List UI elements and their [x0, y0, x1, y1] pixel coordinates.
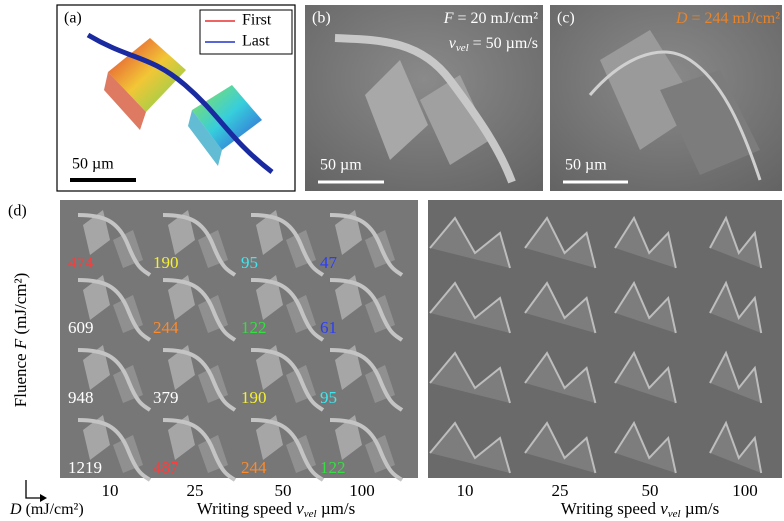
column-label: 100: [732, 481, 758, 500]
column-label: 50: [642, 481, 659, 500]
row-label: 8: [41, 236, 58, 244]
dose-value: 122: [320, 458, 346, 477]
dose-value: 244: [153, 318, 179, 337]
legend-label: Last: [242, 33, 270, 50]
dose-value: 122: [241, 318, 267, 337]
text: Writing speed: [197, 499, 296, 518]
dose-value: 609: [68, 318, 94, 337]
column-label: 10: [102, 481, 119, 500]
column-label: 25: [187, 481, 204, 500]
dose-value: 487: [153, 458, 179, 477]
text: Writing speed: [561, 499, 660, 518]
fluence-label: F = 20 mJ/cm²: [443, 10, 538, 27]
scale-bar-label: 50 µm: [320, 157, 362, 174]
symbol: D: [675, 10, 688, 27]
panel-c: (c) D = 244 mJ/cm² 50 µm: [550, 5, 782, 191]
x-axis-label: Writing speed vvel µm/s: [561, 499, 719, 520]
dose-value: 1219: [68, 458, 102, 477]
dose-value: 95: [320, 388, 337, 407]
x-axis-label: Writing speed vvel µm/s: [197, 499, 355, 520]
dose-axis-label: D (mJ/cm²): [9, 501, 84, 518]
row-label: 10: [41, 297, 58, 313]
figure: (a) 50 µm First Last (b) F = 20 mJ/cm² vv…: [0, 0, 784, 521]
symbol: F: [443, 10, 454, 27]
unit: µm/s: [681, 499, 720, 518]
unit: (mJ/cm²): [11, 273, 30, 339]
dose-value: 379: [153, 388, 179, 407]
scale-bar-label: 50 µm: [72, 156, 114, 173]
dose-value: 244: [241, 458, 267, 477]
dose-value: 95: [241, 253, 258, 272]
column-label: 100: [349, 481, 375, 500]
dose-label: D = 244 mJ/cm²: [675, 10, 780, 27]
text: (mJ/cm²): [22, 501, 84, 518]
dose-value: 61: [320, 318, 337, 337]
panel-label: (c): [557, 10, 575, 27]
row-label: 20: [41, 437, 58, 453]
panel-d: (d) Fluence F (mJ/cm²) D (mJ/cm²) Writin…: [8, 200, 782, 520]
panel-label: (d): [8, 203, 27, 220]
panel-label: (a): [64, 10, 82, 27]
panel-a: (a) 50 µm First Last: [57, 5, 295, 191]
dose-value: 47: [320, 253, 338, 272]
symbol: D: [9, 501, 22, 518]
text: = 244 mJ/cm²: [688, 10, 781, 27]
subscript: vel: [668, 508, 681, 520]
dose-value: 190: [241, 388, 267, 407]
dose-value: 190: [153, 253, 179, 272]
symbol: F: [11, 338, 30, 350]
dose-value: 474: [68, 253, 94, 272]
legend-label: First: [242, 12, 272, 29]
y-axis-label: Fluence F (mJ/cm²): [11, 273, 30, 407]
row-label: 15: [41, 367, 58, 383]
panel-b: (b) F = 20 mJ/cm² vvel = 50 µm/s 50 µm: [305, 5, 543, 191]
dose-value: 948: [68, 388, 94, 407]
column-label: 10: [457, 481, 474, 500]
text: = 50 µm/s: [469, 35, 538, 52]
scale-bar-label: 50 µm: [565, 157, 607, 174]
subscript: vel: [456, 42, 469, 54]
panel-label: (b): [312, 10, 331, 27]
text: Fluence: [11, 349, 30, 407]
column-label: 50: [275, 481, 292, 500]
subscript: vel: [304, 508, 317, 520]
unit: µm/s: [317, 499, 356, 518]
column-label: 25: [552, 481, 569, 500]
text: = 20 mJ/cm²: [454, 10, 539, 27]
